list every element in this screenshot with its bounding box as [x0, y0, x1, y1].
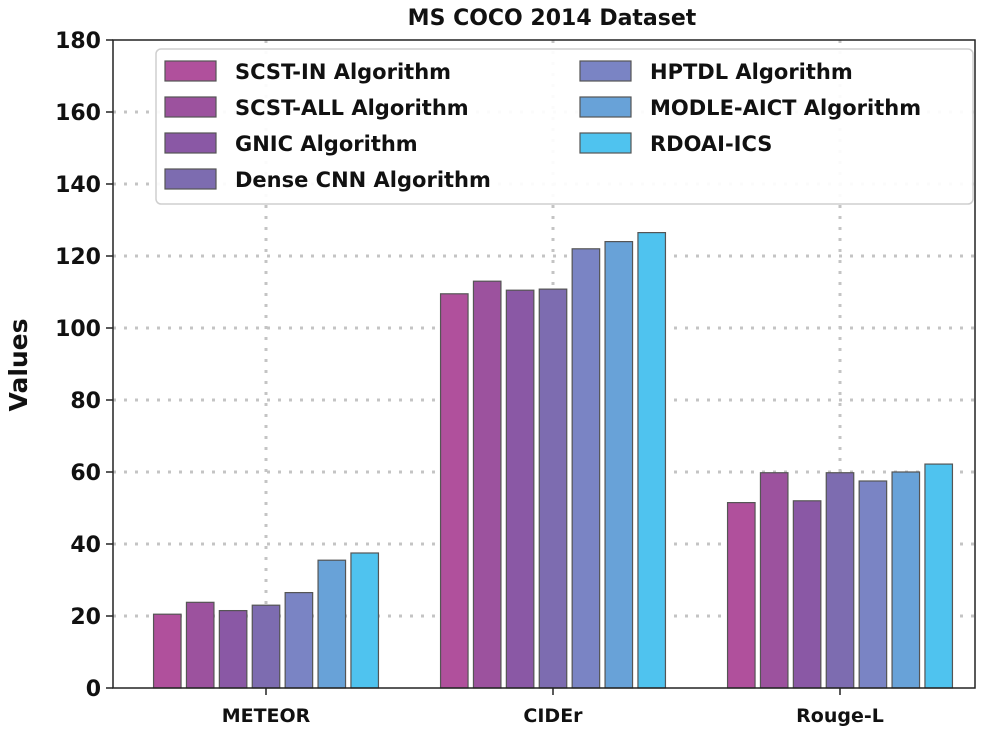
legend-label: HPTDL Algorithm — [650, 60, 853, 84]
legend-swatch — [164, 60, 217, 82]
y-tick-label: 20 — [70, 605, 101, 630]
bar — [152, 613, 182, 689]
bar — [792, 500, 822, 689]
bar — [726, 502, 756, 689]
y-tick-label: 140 — [55, 173, 101, 198]
bar — [218, 609, 248, 689]
x-tick-label: METEOR — [222, 705, 311, 727]
bar — [891, 471, 921, 689]
y-tick-label: 80 — [70, 389, 101, 414]
y-tick-label: 120 — [55, 245, 101, 270]
bar — [637, 232, 667, 689]
legend-label: Dense CNN Algorithm — [235, 168, 491, 192]
y-axis-label: Values — [4, 318, 33, 411]
y-tick-label: 40 — [70, 533, 101, 558]
y-axis-ticks: 0 20 40 60 80 100 120 140 160 180 — [55, 29, 113, 702]
bar — [825, 472, 855, 689]
legend-label: SCST-ALL Algorithm — [235, 96, 469, 120]
x-axis-ticks: METEOR CIDEr Rouge-L — [222, 688, 884, 727]
bar — [284, 591, 314, 689]
bar — [571, 248, 601, 689]
bar — [759, 472, 789, 689]
legend-swatch — [164, 132, 217, 154]
legend-label: SCST-IN Algorithm — [235, 60, 451, 84]
y-tick-label: 160 — [55, 101, 101, 126]
bar — [924, 463, 954, 689]
y-tick-label: 60 — [70, 461, 101, 486]
bar — [350, 552, 380, 689]
bar — [439, 293, 469, 689]
bar — [604, 241, 634, 689]
legend-swatch — [579, 96, 632, 118]
bars — [152, 232, 954, 689]
x-tick-label: Rouge-L — [796, 705, 884, 727]
bar — [538, 288, 568, 689]
plot-frame — [112, 39, 976, 689]
legend-swatch — [579, 132, 632, 154]
legend-label: GNIC Algorithm — [235, 132, 418, 156]
bar — [505, 289, 535, 689]
legend-swatch — [579, 60, 632, 82]
legend: SCST-IN Algorithm SCST-ALL Algorithm GNIC … — [155, 48, 974, 205]
y-tick-label: 100 — [55, 317, 101, 342]
legend-swatch — [164, 96, 217, 118]
x-tick-label: CIDEr — [523, 705, 583, 727]
bar — [317, 559, 347, 689]
bar — [185, 601, 215, 689]
chart-title: MS COCO 2014 Dataset — [408, 6, 697, 31]
bar — [472, 280, 502, 689]
bar — [858, 480, 888, 689]
legend-swatch — [164, 168, 217, 190]
legend-label: MODLE-AICT Algorithm — [650, 96, 921, 120]
y-tick-label: 180 — [55, 29, 101, 54]
y-tick-label: 0 — [86, 677, 101, 702]
legend-box — [155, 48, 974, 205]
bar — [251, 604, 281, 689]
legend-label: RDOAI-ICS — [650, 132, 772, 156]
